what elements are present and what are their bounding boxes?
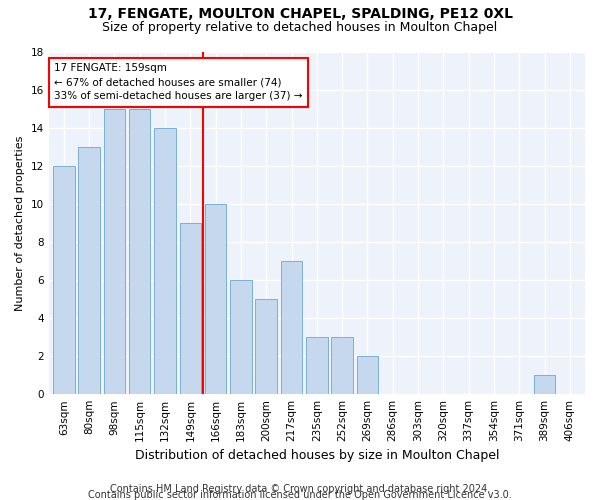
Bar (154, 128, 176, 394)
Text: 17 FENGATE: 159sqm
← 67% of detached houses are smaller (74)
33% of semi-detache: 17 FENGATE: 159sqm ← 67% of detached hou… (54, 64, 302, 102)
Bar (104, 108, 125, 394)
Bar (281, 261, 302, 394)
Text: 17, FENGATE, MOULTON CHAPEL, SPALDING, PE12 0XL: 17, FENGATE, MOULTON CHAPEL, SPALDING, P… (88, 8, 512, 22)
Bar (230, 280, 251, 394)
Y-axis label: Number of detached properties: Number of detached properties (15, 135, 25, 310)
Bar (356, 356, 378, 394)
Bar (534, 375, 555, 394)
Text: Contains HM Land Registry data © Crown copyright and database right 2024.: Contains HM Land Registry data © Crown c… (110, 484, 490, 494)
Bar (205, 204, 226, 394)
Bar (306, 337, 328, 394)
Bar (129, 108, 151, 394)
Bar (256, 299, 277, 394)
Bar (79, 146, 100, 394)
Text: Contains public sector information licensed under the Open Government Licence v3: Contains public sector information licen… (88, 490, 512, 500)
Bar (53, 166, 74, 394)
Text: Size of property relative to detached houses in Moulton Chapel: Size of property relative to detached ho… (103, 21, 497, 34)
X-axis label: Distribution of detached houses by size in Moulton Chapel: Distribution of detached houses by size … (134, 450, 499, 462)
Bar (331, 337, 353, 394)
Bar (179, 223, 201, 394)
